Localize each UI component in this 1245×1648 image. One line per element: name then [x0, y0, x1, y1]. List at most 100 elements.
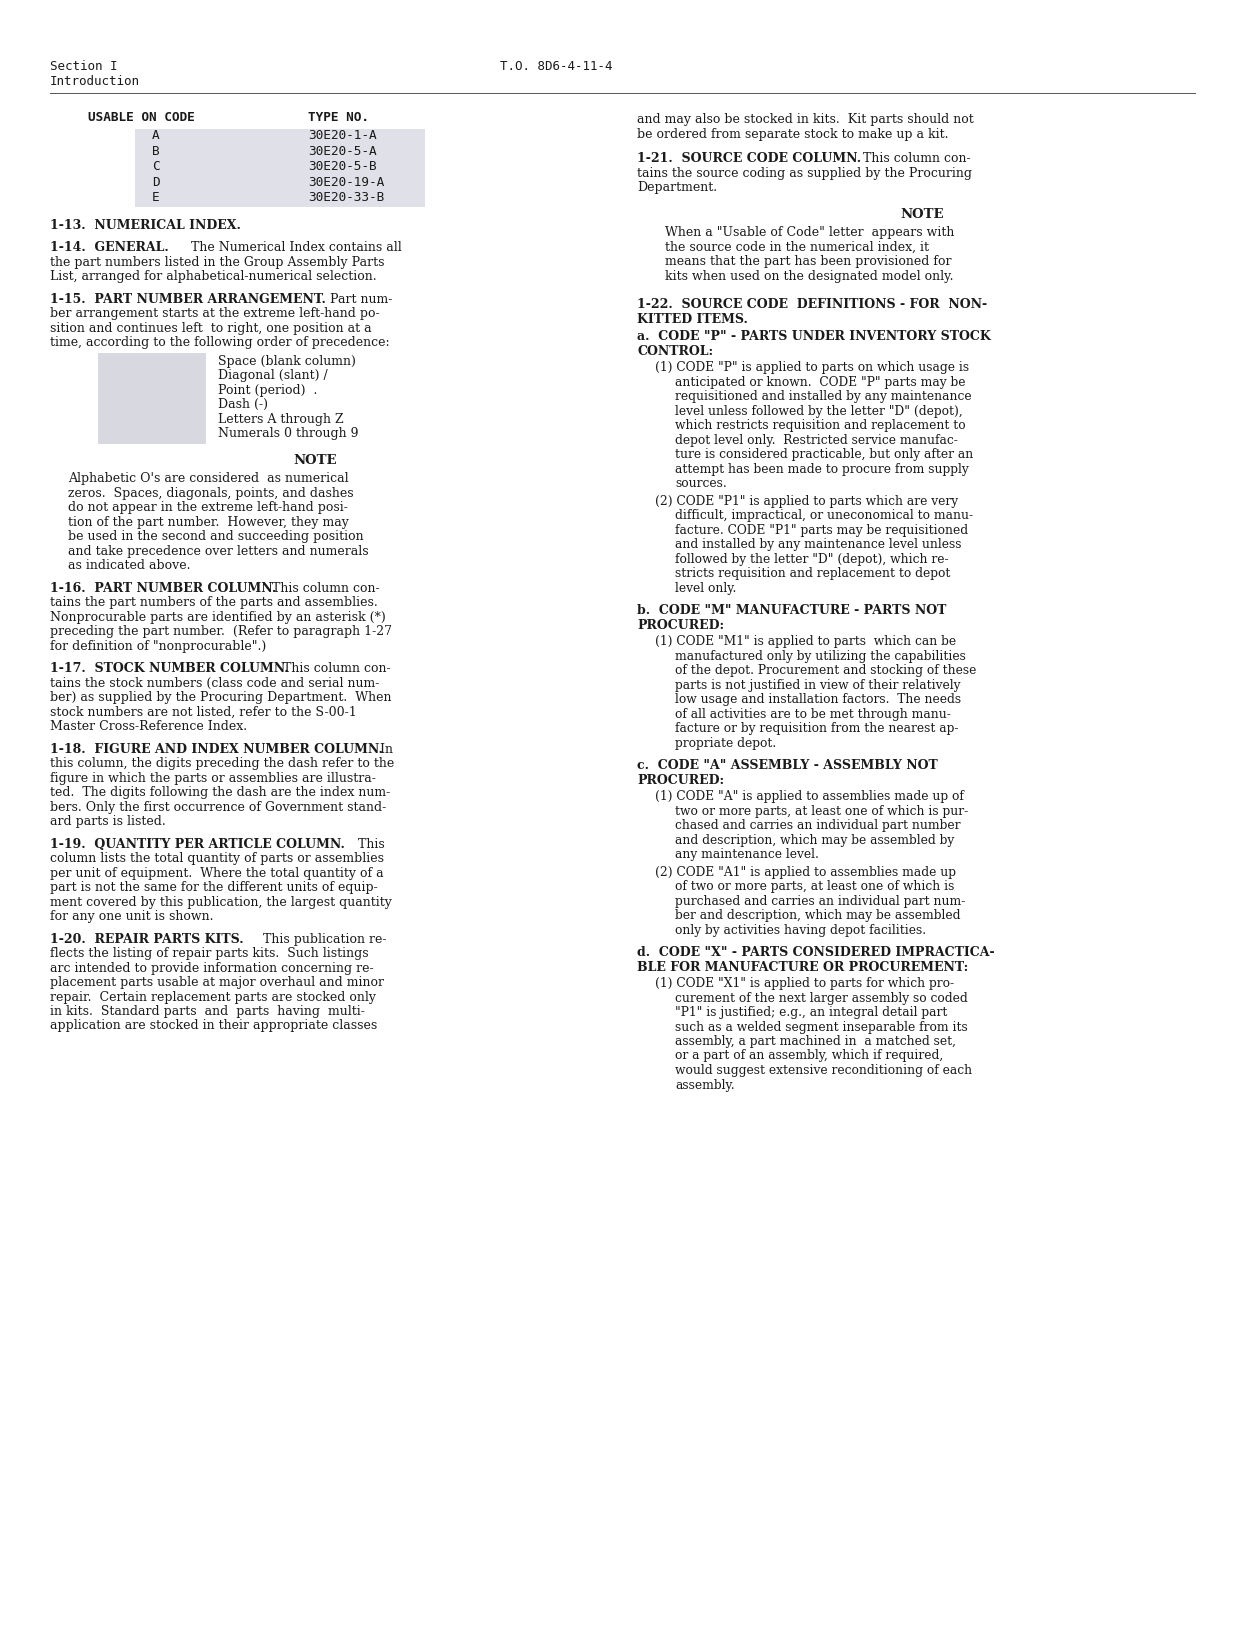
Text: 30E20-5-A: 30E20-5-A — [308, 145, 377, 158]
Text: 30E20-33-B: 30E20-33-B — [308, 191, 385, 204]
Text: which restricts requisition and replacement to: which restricts requisition and replacem… — [675, 419, 966, 432]
Text: would suggest extensive reconditioning of each: would suggest extensive reconditioning o… — [675, 1065, 972, 1078]
Text: (2) CODE "A1" is applied to assemblies made up: (2) CODE "A1" is applied to assemblies m… — [655, 865, 956, 878]
Text: sition and continues left  to right, one position at a: sition and continues left to right, one … — [50, 321, 371, 335]
Text: and installed by any maintenance level unless: and installed by any maintenance level u… — [675, 537, 961, 550]
Bar — [98, 353, 205, 443]
Text: tains the part numbers of the parts and assemblies.: tains the part numbers of the parts and … — [50, 597, 377, 610]
Text: time, according to the following order of precedence:: time, according to the following order o… — [50, 336, 390, 349]
Bar — [134, 160, 425, 175]
Text: bers. Only the first occurrence of Government stand-: bers. Only the first occurrence of Gover… — [50, 801, 386, 814]
Text: curement of the next larger assembly so coded: curement of the next larger assembly so … — [675, 992, 967, 1005]
Text: sources.: sources. — [675, 476, 727, 489]
Text: 1-14.  GENERAL.: 1-14. GENERAL. — [50, 241, 169, 254]
Text: or a part of an assembly, which if required,: or a part of an assembly, which if requi… — [675, 1050, 944, 1063]
Text: (1) CODE "A" is applied to assemblies made up of: (1) CODE "A" is applied to assemblies ma… — [655, 789, 964, 803]
Text: only by activities having depot facilities.: only by activities having depot faciliti… — [675, 923, 926, 936]
Text: level only.: level only. — [675, 582, 736, 595]
Text: USABLE ON CODE: USABLE ON CODE — [88, 110, 194, 124]
Text: This: This — [350, 837, 385, 850]
Text: two or more parts, at least one of which is pur-: two or more parts, at least one of which… — [675, 804, 969, 817]
Text: manufactured only by utilizing the capabilities: manufactured only by utilizing the capab… — [675, 649, 966, 662]
Text: Point (period)  .: Point (period) . — [218, 384, 317, 397]
Text: depot level only.  Restricted service manufac-: depot level only. Restricted service man… — [675, 433, 957, 447]
Text: Introduction: Introduction — [50, 74, 139, 87]
Text: such as a welded segment inseparable from its: such as a welded segment inseparable fro… — [675, 1020, 967, 1033]
Text: column lists the total quantity of parts or assemblies: column lists the total quantity of parts… — [50, 852, 383, 865]
Text: (1) CODE "X1" is applied to parts for which pro-: (1) CODE "X1" is applied to parts for wh… — [655, 977, 954, 990]
Text: Numerals 0 through 9: Numerals 0 through 9 — [218, 427, 359, 440]
Text: 1-20.  REPAIR PARTS KITS.: 1-20. REPAIR PARTS KITS. — [50, 933, 244, 946]
Text: The Numerical Index contains all: The Numerical Index contains all — [183, 241, 402, 254]
Text: In: In — [372, 743, 393, 755]
Text: D: D — [152, 175, 159, 188]
Text: placement parts usable at major overhaul and minor: placement parts usable at major overhaul… — [50, 976, 383, 989]
Text: the part numbers listed in the Group Assembly Parts: the part numbers listed in the Group Ass… — [50, 255, 385, 269]
Text: This publication re-: This publication re- — [255, 933, 386, 946]
Text: c.  CODE "A" ASSEMBLY - ASSEMBLY NOT: c. CODE "A" ASSEMBLY - ASSEMBLY NOT — [637, 760, 937, 771]
Text: propriate depot.: propriate depot. — [675, 737, 776, 750]
Text: CONTROL:: CONTROL: — [637, 344, 713, 358]
Text: zeros.  Spaces, diagonals, points, and dashes: zeros. Spaces, diagonals, points, and da… — [68, 486, 354, 499]
Text: arc intended to provide information concerning re-: arc intended to provide information conc… — [50, 961, 374, 974]
Text: "P1" is justified; e.g., an integral detail part: "P1" is justified; e.g., an integral det… — [675, 1005, 947, 1018]
Text: Part num-: Part num- — [322, 292, 392, 305]
Text: preceding the part number.  (Refer to paragraph 1-27: preceding the part number. (Refer to par… — [50, 625, 392, 638]
Text: do not appear in the extreme left-hand posi-: do not appear in the extreme left-hand p… — [68, 501, 347, 514]
Text: Alphabetic O's are considered  as numerical: Alphabetic O's are considered as numeric… — [68, 471, 349, 485]
Text: flects the listing of repair parts kits.  Such listings: flects the listing of repair parts kits.… — [50, 948, 369, 961]
Text: tion of the part number.  However, they may: tion of the part number. However, they m… — [68, 516, 349, 529]
Text: Department.: Department. — [637, 181, 717, 194]
Text: 1-17.  STOCK NUMBER COLUMN.: 1-17. STOCK NUMBER COLUMN. — [50, 662, 289, 676]
Bar — [134, 191, 425, 206]
Text: 30E20-1-A: 30E20-1-A — [308, 129, 377, 142]
Text: facture or by requisition from the nearest ap-: facture or by requisition from the neare… — [675, 722, 959, 735]
Text: anticipated or known.  CODE "P" parts may be: anticipated or known. CODE "P" parts may… — [675, 376, 966, 389]
Text: PROCURED:: PROCURED: — [637, 618, 725, 631]
Bar — [134, 129, 425, 145]
Text: followed by the letter "D" (depot), which re-: followed by the letter "D" (depot), whic… — [675, 552, 949, 565]
Text: ber) as supplied by the Procuring Department.  When: ber) as supplied by the Procuring Depart… — [50, 691, 391, 704]
Text: part is not the same for the different units of equip-: part is not the same for the different u… — [50, 882, 377, 893]
Text: of two or more parts, at least one of which is: of two or more parts, at least one of wh… — [675, 880, 955, 893]
Text: purchased and carries an individual part num-: purchased and carries an individual part… — [675, 895, 965, 908]
Text: repair.  Certain replacement parts are stocked only: repair. Certain replacement parts are st… — [50, 990, 376, 1004]
Text: chased and carries an individual part number: chased and carries an individual part nu… — [675, 819, 960, 832]
Text: facture. CODE "P1" parts may be requisitioned: facture. CODE "P1" parts may be requisit… — [675, 524, 969, 537]
Text: BLE FOR MANUFACTURE OR PROCUREMENT:: BLE FOR MANUFACTURE OR PROCUREMENT: — [637, 961, 969, 974]
Text: ber arrangement starts at the extreme left-hand po-: ber arrangement starts at the extreme le… — [50, 307, 380, 320]
Text: (1) CODE "M1" is applied to parts  which can be: (1) CODE "M1" is applied to parts which … — [655, 634, 956, 648]
Text: Space (blank column): Space (blank column) — [218, 354, 356, 368]
Text: and description, which may be assembled by: and description, which may be assembled … — [675, 834, 954, 847]
Text: ted.  The digits following the dash are the index num-: ted. The digits following the dash are t… — [50, 786, 390, 799]
Text: this column, the digits preceding the dash refer to the: this column, the digits preceding the da… — [50, 756, 395, 770]
Text: 1-18.  FIGURE AND INDEX NUMBER COLUMN.: 1-18. FIGURE AND INDEX NUMBER COLUMN. — [50, 743, 383, 755]
Text: (1) CODE "P" is applied to parts on which usage is: (1) CODE "P" is applied to parts on whic… — [655, 361, 969, 374]
Text: of the depot. Procurement and stocking of these: of the depot. Procurement and stocking o… — [675, 664, 976, 677]
Text: NOTE: NOTE — [294, 453, 336, 466]
Text: B: B — [152, 145, 159, 158]
Text: E: E — [152, 191, 159, 204]
Text: assembly.: assembly. — [675, 1078, 735, 1091]
Text: in kits.  Standard parts  and  parts  having  multi-: in kits. Standard parts and parts having… — [50, 1005, 365, 1018]
Text: any maintenance level.: any maintenance level. — [675, 849, 819, 860]
Text: ture is considered practicable, but only after an: ture is considered practicable, but only… — [675, 448, 974, 461]
Text: kits when used on the designated model only.: kits when used on the designated model o… — [665, 270, 954, 282]
Text: and may also be stocked in kits.  Kit parts should not: and may also be stocked in kits. Kit par… — [637, 114, 974, 125]
Text: Diagonal (slant) /: Diagonal (slant) / — [218, 369, 327, 382]
Text: Letters A through Z: Letters A through Z — [218, 412, 344, 425]
Text: requisitioned and installed by any maintenance: requisitioned and installed by any maint… — [675, 391, 971, 404]
Text: per unit of equipment.  Where the total quantity of a: per unit of equipment. Where the total q… — [50, 867, 383, 880]
Text: be ordered from separate stock to make up a kit.: be ordered from separate stock to make u… — [637, 127, 949, 140]
Text: NOTE: NOTE — [900, 208, 944, 221]
Text: assembly, a part machined in  a matched set,: assembly, a part machined in a matched s… — [675, 1035, 956, 1048]
Text: difficult, impractical, or uneconomical to manu-: difficult, impractical, or uneconomical … — [675, 509, 974, 522]
Text: attempt has been made to procure from supply: attempt has been made to procure from su… — [675, 463, 969, 476]
Text: A: A — [152, 129, 159, 142]
Text: of all activities are to be met through manu-: of all activities are to be met through … — [675, 707, 951, 720]
Text: tains the stock numbers (class code and serial num-: tains the stock numbers (class code and … — [50, 676, 380, 689]
Text: (2) CODE "P1" is applied to parts which are very: (2) CODE "P1" is applied to parts which … — [655, 494, 959, 508]
Text: This column con-: This column con- — [264, 582, 380, 595]
Text: level unless followed by the letter "D" (depot),: level unless followed by the letter "D" … — [675, 404, 962, 417]
Text: application are stocked in their appropriate classes: application are stocked in their appropr… — [50, 1020, 377, 1033]
